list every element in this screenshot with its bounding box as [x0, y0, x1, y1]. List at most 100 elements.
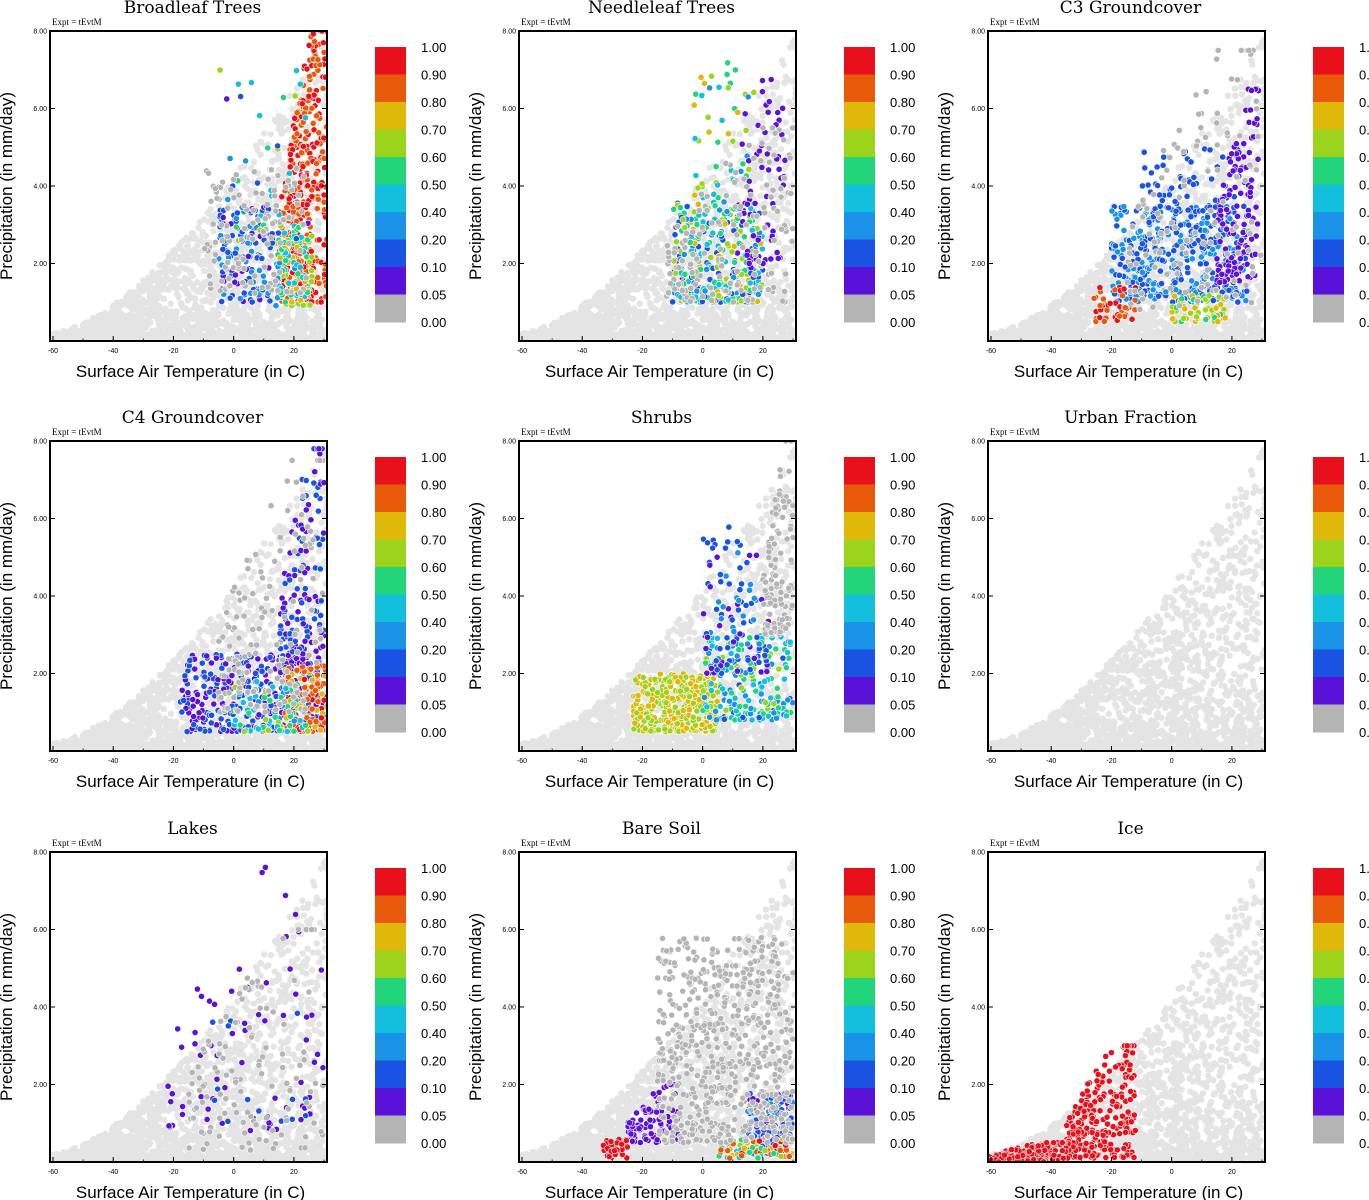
scatter-point	[245, 321, 252, 328]
scatter-point	[93, 328, 101, 335]
scatter-point	[270, 186, 278, 194]
scatter-point	[263, 240, 271, 248]
scatter-point	[757, 157, 765, 165]
scatter-point	[669, 298, 677, 306]
scatter-point	[725, 328, 733, 335]
scatter-point	[284, 177, 292, 184]
scatter-point	[267, 234, 275, 242]
scatter-point	[666, 270, 674, 278]
scatter-point	[714, 181, 721, 189]
scatter-point	[544, 335, 551, 341]
scatter-point	[719, 179, 727, 186]
x-tick-label: -60	[48, 348, 58, 355]
scatter-point	[629, 261, 636, 268]
scatter-point	[779, 297, 786, 305]
colorbar-swatch	[375, 129, 406, 158]
scatter-point	[718, 262, 726, 270]
scatter-point	[201, 323, 208, 330]
colorbar-label: 0.70	[890, 123, 915, 138]
scatter-point	[763, 291, 770, 299]
scatter-point	[251, 272, 259, 280]
scatter-point	[172, 310, 180, 318]
scatter-point	[750, 154, 758, 162]
scatter-point	[138, 311, 146, 319]
scatter-point	[605, 299, 612, 306]
scatter-point	[274, 142, 282, 150]
scatter-point	[205, 332, 212, 339]
scatter-point	[680, 251, 688, 258]
scatter-point	[703, 240, 711, 248]
scatter-point	[675, 280, 682, 288]
colorbar-label: 0.10	[890, 260, 915, 275]
scatter-point	[762, 332, 769, 339]
scatter-point	[717, 230, 724, 237]
scatter-point	[775, 304, 783, 312]
scatter-point	[257, 138, 264, 146]
scatter-point	[791, 170, 796, 177]
scatter-point	[756, 283, 764, 291]
scatter-point	[240, 163, 248, 170]
scatter-point	[309, 331, 316, 338]
scatter-point	[268, 319, 275, 326]
scatter-point	[679, 216, 687, 223]
scatter-points	[50, 31, 327, 341]
scatter-point	[146, 283, 154, 290]
scatter-point	[658, 327, 666, 334]
scatter-point	[670, 205, 678, 213]
scatter-point	[184, 243, 192, 250]
scatter-point	[526, 330, 533, 338]
scatter-point	[724, 334, 732, 341]
scatter-point	[284, 334, 291, 341]
scatter-point	[624, 273, 631, 280]
scatter-point	[774, 207, 781, 215]
scatter-point	[322, 116, 327, 123]
scatter-point	[714, 333, 722, 340]
scatter-point	[767, 303, 774, 310]
scatter-point	[252, 317, 260, 325]
scatter-point	[238, 273, 245, 280]
scatter-point	[655, 248, 663, 255]
scatter-point	[658, 281, 666, 288]
scatter-point	[784, 128, 791, 135]
scatter-point	[320, 241, 327, 249]
scatter-point	[265, 306, 272, 313]
scatter-point	[258, 255, 266, 262]
y-tick-label: 4.00	[502, 184, 516, 191]
scatter-point	[692, 172, 700, 179]
scatter-point	[720, 198, 728, 206]
scatter-point	[759, 112, 766, 120]
scatter-point	[213, 194, 221, 202]
scatter-point	[773, 325, 780, 332]
scatter-point	[209, 220, 217, 228]
scatter-point	[769, 186, 777, 194]
scatter-point	[744, 296, 752, 304]
scatter-point	[710, 190, 718, 198]
scatter-point	[293, 67, 300, 75]
colorbar-swatch	[375, 239, 406, 268]
scatter-point	[779, 104, 787, 112]
scatter-point	[157, 326, 165, 333]
scatter-point	[283, 204, 291, 211]
scatter-point	[781, 174, 788, 182]
scatter-point	[746, 279, 754, 287]
scatter-point	[729, 298, 737, 306]
scatter-point	[189, 327, 197, 334]
scatter-point	[206, 280, 214, 288]
scatter-point	[268, 158, 276, 166]
scatter-point	[759, 245, 766, 253]
scatter-point	[314, 195, 322, 203]
scatter-point	[205, 169, 212, 177]
scatter-point	[769, 91, 777, 98]
colorbar-label: 0.70	[421, 123, 446, 138]
scatter-point	[195, 309, 202, 317]
scatter-point	[782, 119, 789, 126]
scatter-point	[736, 130, 743, 138]
scatter-point	[255, 334, 263, 341]
y-tick-label: 2.00	[502, 261, 516, 268]
scatter-point	[687, 260, 695, 268]
scatter-point	[239, 317, 246, 325]
scatter-point	[714, 315, 722, 323]
scatter-point	[665, 248, 672, 256]
scatter-point	[168, 329, 175, 336]
x-tick-label: -40	[108, 348, 118, 355]
